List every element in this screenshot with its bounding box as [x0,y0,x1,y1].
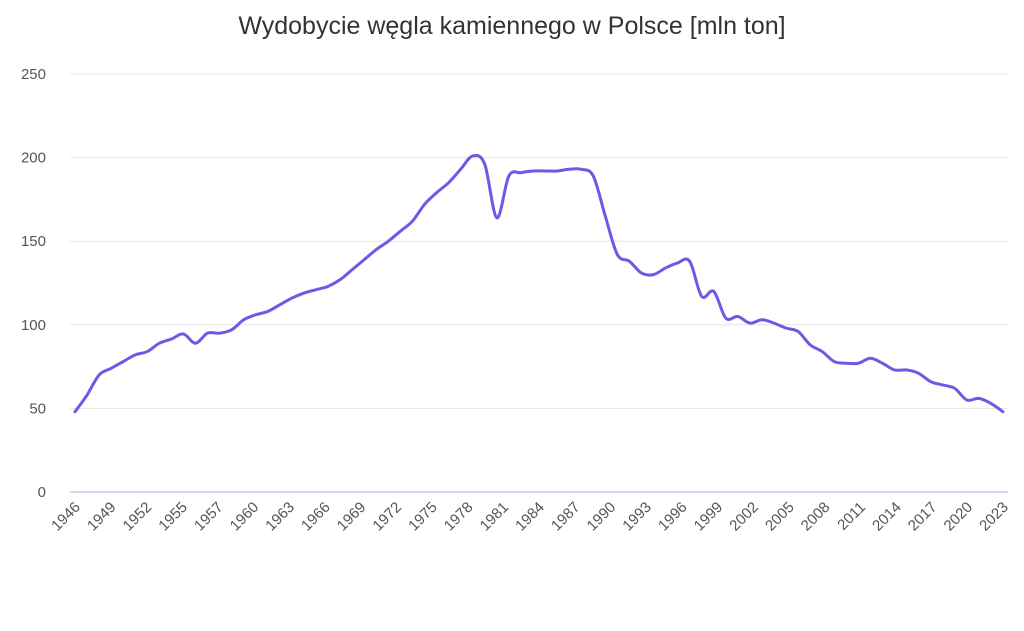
x-tick-label: 2011 [834,499,869,534]
x-tick-label: 1957 [191,499,227,535]
x-tick-label: 2023 [976,499,1012,535]
x-tick-label: 1990 [584,499,620,535]
y-axis-labels: 0 50 100 150 200 250 [21,66,46,501]
x-tick-label: 1949 [84,499,120,535]
x-tick-label: 2020 [941,499,977,535]
x-tick-label: 2014 [869,499,905,535]
x-tick-label: 2008 [798,499,834,535]
x-tick-label: 1999 [691,499,727,535]
y-tick-label: 0 [38,484,46,501]
x-tick-label: 1984 [512,499,548,535]
x-tick-label: 1952 [120,499,156,535]
series-line [73,153,1005,414]
y-tick-label: 150 [21,233,46,250]
y-tick-label: 200 [21,150,46,167]
x-tick-label: 2017 [905,499,941,535]
x-tick-label: 1987 [548,499,584,535]
gridlines [70,73,1008,493]
y-tick-label: 250 [21,66,46,83]
x-tick-label: 1975 [405,499,441,535]
x-tick-label: 1993 [619,499,655,535]
y-tick-label: 100 [21,317,46,334]
x-tick-label: 1996 [655,499,691,535]
x-tick-label: 1981 [477,499,513,535]
x-tick-label: 1966 [298,499,334,535]
x-tick-label: 2002 [726,499,762,535]
x-tick-label: 1960 [227,499,263,535]
x-tick-label: 1972 [369,499,405,535]
x-tick-label: 2005 [762,499,798,535]
x-axis-labels: 1946 1949 1952 1955 1957 1960 1963 1966 1969 1972… [48,499,1012,535]
x-tick-label: 1969 [334,499,370,535]
x-tick-label: 1978 [441,499,477,535]
series-line-group [73,153,1005,414]
x-tick-label: 1963 [262,499,298,535]
x-tick-label: 1946 [48,499,84,535]
y-tick-label: 50 [29,400,46,417]
chart-title: Wydobycie węgla kamiennego w Polsce [mln… [238,12,786,40]
x-tick-label: 1955 [155,499,191,535]
